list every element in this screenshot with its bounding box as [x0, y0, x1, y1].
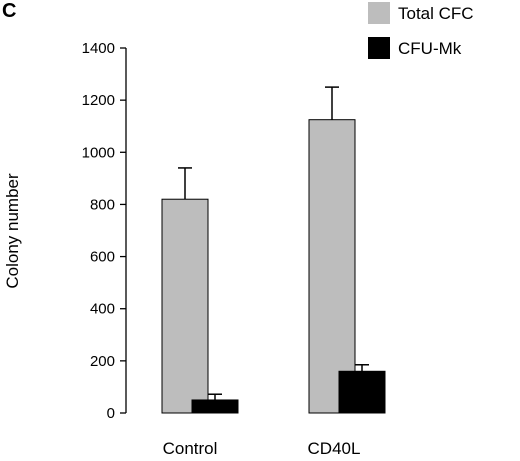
- y-tick-label: 400: [90, 301, 115, 318]
- bars: Control CD40L: [161, 86, 386, 458]
- y-tick-label: 800: [90, 196, 115, 213]
- legend-label: CFU-Mk: [398, 39, 462, 58]
- bar-cd40l-total-cfc: [308, 119, 356, 414]
- legend-swatch: [368, 37, 390, 59]
- y-tick-label: 1400: [82, 40, 115, 57]
- y-tick-label: 600: [90, 249, 115, 266]
- axes: 0 200 400 600 800 1000 1200 1400: [82, 40, 127, 422]
- panel-label: C: [2, 0, 16, 22]
- y-tick-label: 200: [90, 353, 115, 370]
- x-category-label: Control: [163, 439, 218, 458]
- bar-cd40l-cfu-mk: [338, 370, 386, 414]
- bar-control-cfu-mk: [191, 399, 239, 414]
- y-tick-label: 1200: [82, 92, 115, 109]
- legend-swatch: [368, 2, 390, 24]
- y-tick-label: 1000: [82, 144, 115, 161]
- legend: Total CFC CFU-Mk: [368, 2, 474, 59]
- y-axis-label: Colony number: [3, 173, 22, 289]
- y-tick-label: 0: [107, 405, 115, 422]
- x-category-label: CD40L: [308, 439, 361, 458]
- bar-control-total-cfc: [161, 198, 209, 414]
- legend-label: Total CFC: [398, 4, 474, 23]
